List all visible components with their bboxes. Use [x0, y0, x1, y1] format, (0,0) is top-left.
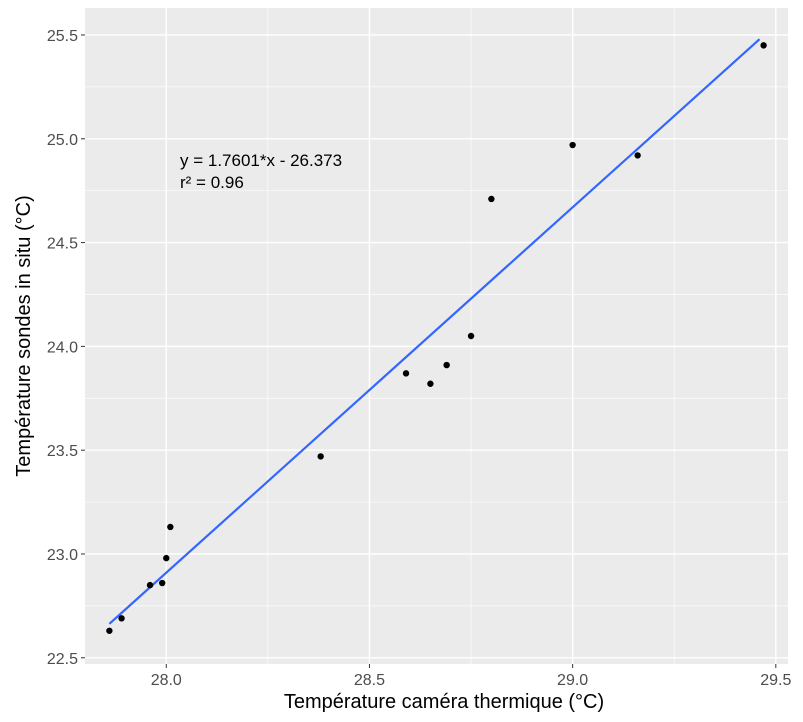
- x-tick-label: 28.5: [354, 672, 385, 689]
- data-point: [167, 523, 174, 531]
- data-point: [427, 380, 434, 387]
- data-point: [488, 195, 495, 203]
- data-point: [106, 627, 113, 634]
- data-point: [467, 332, 475, 340]
- y-tick-label: 25.5: [47, 28, 78, 45]
- x-tick-label: 29.5: [760, 672, 791, 689]
- data-point: [163, 554, 170, 562]
- data-point: [569, 141, 576, 149]
- data-point: [634, 152, 641, 159]
- equation-annotation: y = 1.7601*x - 26.373: [180, 151, 342, 170]
- data-point: [317, 453, 324, 460]
- points-layer: [106, 42, 767, 634]
- r-squared-annotation: r² = 0.96: [180, 173, 244, 192]
- y-tick-label: 23.5: [47, 443, 78, 460]
- annotation-layer: y = 1.7601*x - 26.373 r² = 0.96: [180, 151, 342, 192]
- data-point: [402, 370, 410, 377]
- y-tick-label: 24.5: [47, 236, 78, 253]
- data-point: [443, 361, 450, 369]
- major-gridlines: [85, 8, 788, 664]
- y-tick-label: 25.0: [47, 132, 78, 149]
- data-point: [118, 615, 125, 622]
- x-axis-title: Température caméra thermique (°C): [284, 691, 604, 713]
- regression-line: [108, 38, 761, 625]
- y-tick-label: 22.5: [47, 651, 78, 668]
- x-tick-label: 28.0: [151, 672, 182, 689]
- fit-line-layer: [108, 38, 761, 625]
- axis-ticks: 28.0 28.5 29.0 29.5 22.5 23.0 23.5 24.0 24.5 25.0…: [47, 28, 792, 689]
- data-point: [760, 42, 767, 49]
- y-tick-label: 24.0: [47, 339, 78, 356]
- y-tick-label: 23.0: [47, 547, 78, 564]
- x-tick-label: 29.0: [557, 672, 588, 689]
- data-point: [146, 581, 154, 589]
- y-axis-title: Température sondes in situ (°C): [13, 195, 35, 476]
- data-point: [159, 579, 166, 587]
- panel-background: [85, 8, 788, 664]
